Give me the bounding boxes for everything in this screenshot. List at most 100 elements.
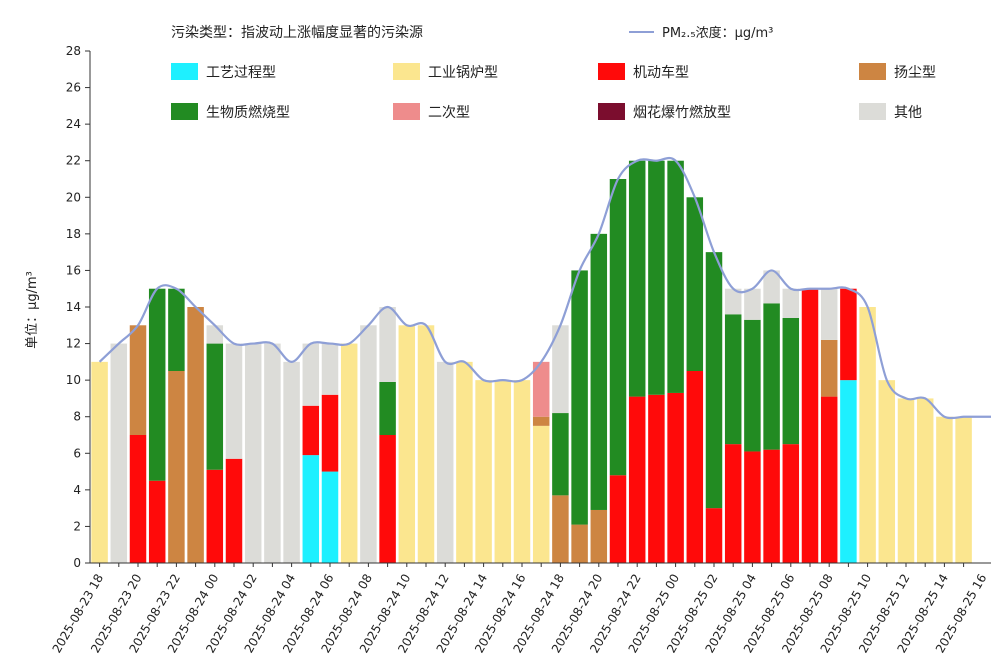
bar-segment-biomass: [590, 233, 608, 510]
bar-2025-08-24 00: [206, 325, 224, 563]
bar-segment-biomass: [648, 160, 665, 395]
bar-segment-process: [840, 380, 857, 563]
bar-segment-boiler: [955, 416, 972, 563]
bar-2025-08-24 06: [321, 343, 339, 563]
bar-segment-vehicle: [744, 451, 761, 563]
bar-segment-biomass: [667, 160, 684, 393]
bar-segment-other: [360, 325, 377, 563]
legend-swatch-dust: [859, 63, 886, 80]
bar-2025-08-23 21: [148, 288, 166, 563]
bar-segment-biomass: [686, 197, 704, 371]
bar-2025-08-25 07: [801, 288, 819, 563]
bar-segment-boiler: [456, 361, 473, 563]
y-tick-label: 4: [73, 483, 81, 497]
legend-label-process: 工艺过程型: [206, 65, 276, 81]
bar-segment-vehicle: [724, 444, 742, 563]
bar-2025-08-24 19: [571, 270, 588, 563]
bar-segment-dust: [532, 416, 550, 426]
bar-segment-other: [782, 288, 800, 318]
legend-swatch-vehicle: [598, 63, 625, 80]
bar-2025-08-24 02: [244, 343, 262, 563]
legend-item-firework[interactable]: 烟花爆竹燃放型: [598, 103, 731, 121]
bar-segment-vehicle: [686, 371, 704, 563]
bars: [91, 160, 972, 563]
bar-2025-08-24 10: [398, 325, 416, 563]
legend-item-secondary[interactable]: 二次型: [393, 103, 470, 121]
bar-segment-other: [820, 288, 838, 340]
bar-segment-dust: [168, 371, 185, 563]
bar-2025-08-24 15: [494, 380, 512, 563]
bar-segment-biomass: [628, 160, 646, 397]
legend-label-dust: 扬尘型: [894, 65, 936, 81]
bar-segment-biomass: [148, 288, 166, 481]
bar-2025-08-24 20: [590, 233, 608, 563]
legend-item-process[interactable]: 工艺过程型: [171, 63, 276, 81]
bar-segment-process: [302, 455, 320, 563]
bar-2025-08-24 16: [513, 380, 531, 563]
y-tick-label: 24: [66, 117, 81, 131]
legend-label-firework: 烟花爆竹燃放型: [633, 104, 731, 121]
bar-segment-boiler: [859, 307, 876, 563]
bar-segment-other: [225, 343, 243, 459]
bar-2025-08-23 18: [91, 361, 108, 563]
bar-2025-08-24 22: [628, 160, 646, 563]
legend-swatch-other: [859, 103, 886, 120]
legend-swatch-secondary: [393, 103, 420, 120]
bar-segment-vehicle: [148, 480, 166, 563]
bar-segment-biomass: [744, 319, 761, 452]
bar-segment-vehicle: [820, 396, 838, 563]
bar-2025-08-25 10: [859, 307, 876, 563]
bar-segment-biomass: [705, 252, 723, 509]
legend-item-vehicle[interactable]: 机动车型: [598, 63, 689, 81]
bar-2025-08-24 04: [283, 361, 300, 563]
bar-segment-boiler: [475, 380, 492, 563]
bar-segment-other: [744, 288, 761, 320]
legend-item-dust[interactable]: 扬尘型: [859, 63, 936, 81]
y-tick-label: 2: [73, 519, 81, 533]
bar-2025-08-25 00: [667, 160, 684, 563]
bar-2025-08-23 23: [187, 307, 204, 563]
bar-segment-vehicle: [321, 394, 339, 472]
bar-segment-boiler: [91, 361, 108, 563]
bar-segment-other: [724, 288, 742, 315]
bar-segment-other: [436, 361, 454, 563]
bar-2025-08-24 12: [436, 361, 454, 563]
y-tick-label: 18: [66, 227, 81, 241]
bar-2025-08-25 04: [744, 288, 761, 563]
bar-segment-dust: [129, 325, 147, 435]
bar-2025-08-25 11: [878, 380, 896, 563]
bar-segment-other: [379, 307, 396, 382]
bar-segment-boiler: [340, 343, 358, 563]
bar-segment-vehicle: [801, 288, 819, 563]
bar-2025-08-24 07: [340, 343, 358, 563]
bar-2025-08-24 13: [456, 361, 473, 563]
bar-segment-biomass: [609, 179, 627, 476]
bar-segment-other: [302, 343, 320, 406]
bar-segment-other: [552, 325, 569, 414]
legend-label-biomass: 生物质燃烧型: [206, 104, 290, 121]
legend-swatch-boiler: [393, 63, 420, 80]
bar-2025-08-25 08: [820, 288, 838, 563]
bar-segment-boiler: [494, 380, 512, 563]
legend-item-biomass[interactable]: 生物质燃烧型: [171, 103, 290, 121]
bar-segment-vehicle: [302, 405, 320, 456]
bar-segment-boiler: [936, 416, 953, 563]
bar-segment-boiler: [417, 325, 435, 563]
bar-segment-dust: [571, 524, 588, 563]
bar-segment-other: [763, 270, 780, 304]
y-tick-label: 6: [73, 446, 81, 460]
legend-swatch-process: [171, 63, 198, 80]
legend-label-boiler: 工业锅炉型: [428, 65, 498, 81]
bar-segment-boiler: [916, 398, 934, 563]
legend-item-boiler[interactable]: 工业锅炉型: [393, 63, 498, 81]
bar-2025-08-24 08: [360, 325, 377, 563]
y-tick-label: 14: [66, 300, 81, 314]
legend-label-secondary: 二次型: [428, 105, 470, 121]
legend-item-other[interactable]: 其他: [859, 103, 922, 121]
bar-2025-08-25 12: [897, 398, 915, 563]
bar-segment-vehicle: [206, 469, 224, 563]
bar-2025-08-24 01: [225, 343, 243, 563]
